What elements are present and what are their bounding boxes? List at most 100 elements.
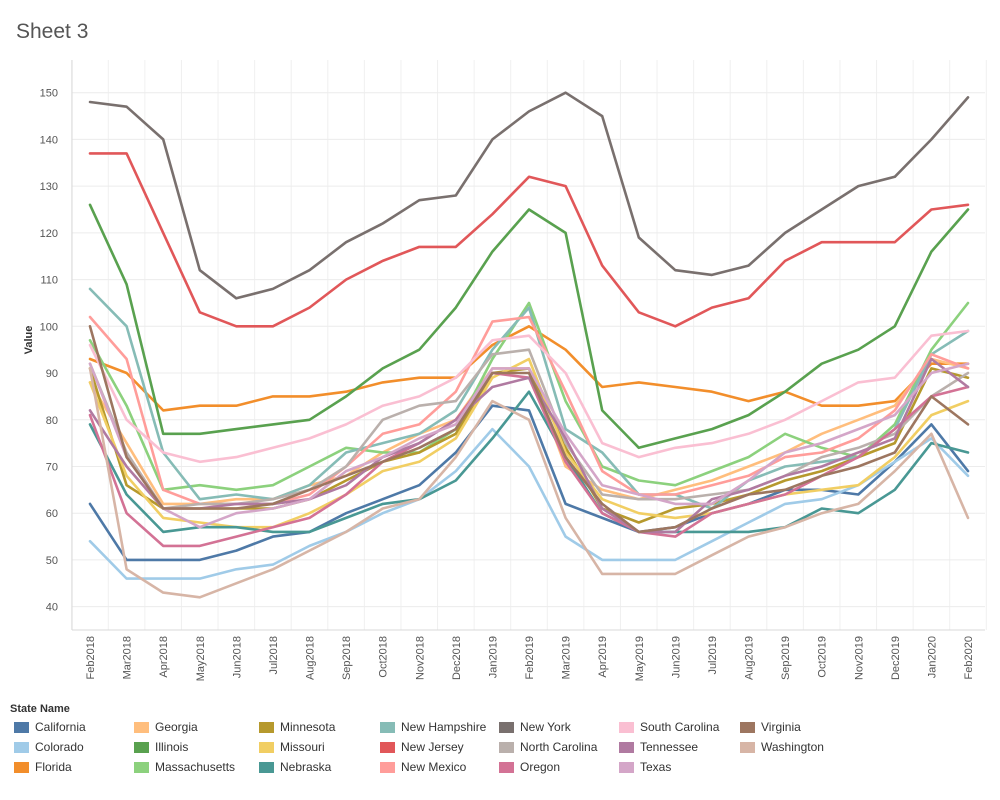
legend-item-california[interactable]: California (14, 720, 86, 734)
legend-swatch (619, 761, 634, 773)
series-line-new-jersey (88, 152, 970, 328)
x-tick-label: Jul2019 (707, 636, 719, 675)
series-line-massachusetts (88, 301, 970, 492)
legend-label: New Hampshire (401, 720, 487, 734)
legend-item-massachusetts[interactable]: Massachusetts (134, 760, 235, 774)
legend-label: Virginia (761, 720, 801, 734)
series-line-south-carolina (88, 329, 970, 464)
series-line-florida (88, 324, 970, 412)
x-tick-label: Jul2018 (268, 636, 280, 675)
series-line-colorado (88, 427, 970, 580)
y-tick-label: 70 (46, 461, 58, 473)
legend-item-texas[interactable]: Texas (619, 760, 671, 774)
y-tick-label: 40 (46, 602, 58, 614)
legend-swatch (499, 761, 514, 773)
legend-item-georgia[interactable]: Georgia (134, 720, 198, 734)
x-tick-label: Mar2018 (122, 636, 134, 679)
legend-swatch (499, 721, 514, 733)
x-tick-label: Feb2018 (85, 636, 97, 679)
series-line-new-york (88, 91, 970, 300)
series-line-nebraska (88, 390, 970, 534)
series-line-new-hampshire (88, 287, 970, 510)
legend-item-oregon[interactable]: Oregon (499, 760, 560, 774)
x-tick-label: Apr2019 (597, 636, 609, 678)
x-tick-label: Jun2018 (231, 636, 243, 678)
y-tick-label: 100 (40, 321, 58, 333)
legend-item-colorado[interactable]: Colorado (14, 740, 84, 754)
legend-item-new-jersey[interactable]: New Jersey (380, 740, 464, 754)
x-tick-label: Sep2018 (341, 636, 353, 680)
y-tick-label: 130 (40, 181, 58, 193)
legend-item-washington[interactable]: Washington (740, 740, 824, 754)
legend-swatch (134, 761, 149, 773)
legend-label: Washington (761, 740, 824, 754)
x-tick-label: Jan2020 (926, 636, 938, 678)
x-tick-label: May2019 (634, 636, 646, 681)
legend-swatch (259, 721, 274, 733)
x-tick-label: Oct2018 (378, 636, 390, 678)
legend-item-north-carolina[interactable]: North Carolina (499, 740, 597, 754)
y-tick-label: 50 (46, 555, 58, 567)
legend-swatch (740, 721, 755, 733)
legend-swatch (14, 721, 29, 733)
y-axis: 40 50 60 70 80 90 100 110 120 130 140 150 (40, 60, 73, 630)
x-tick-label: Aug2019 (744, 636, 756, 680)
y-tick-label: 120 (40, 228, 58, 240)
legend-label: Massachusetts (155, 760, 236, 774)
series-line-texas (88, 362, 970, 529)
legend-item-virginia[interactable]: Virginia (740, 720, 801, 734)
legend-swatch (619, 741, 634, 753)
y-tick-label: 90 (46, 368, 58, 380)
y-tick-label: 80 (46, 415, 58, 427)
x-tick-label: Jan2019 (487, 636, 499, 678)
x-tick-label: Nov2019 (853, 636, 865, 680)
x-tick-label: Feb2020 (963, 636, 975, 679)
legend-item-tennessee[interactable]: Tennessee (619, 740, 698, 754)
legend-label: North Carolina (520, 740, 598, 754)
legend-swatch (499, 741, 514, 753)
legend-label: Colorado (35, 740, 84, 754)
x-tick-label: Jun2019 (670, 636, 682, 678)
legend-swatch (380, 761, 395, 773)
y-tick-label: 150 (40, 88, 58, 100)
x-tick-label: Apr2018 (158, 636, 170, 678)
legend-item-florida[interactable]: Florida (14, 760, 72, 774)
legend-swatch (619, 721, 634, 733)
legend-item-missouri[interactable]: Missouri (259, 740, 325, 754)
legend-item-nebraska[interactable]: Nebraska (259, 760, 331, 774)
series-line-illinois (88, 203, 970, 450)
legend-item-new-york[interactable]: New York (499, 720, 571, 734)
x-tick-label: Mar2019 (561, 636, 573, 679)
x-tick-label: Dec2019 (890, 636, 902, 680)
x-tick-label: Dec2018 (451, 636, 463, 680)
legend-label: Minnesota (280, 720, 336, 734)
legend-swatch (380, 741, 395, 753)
legend-label: New Mexico (401, 760, 467, 774)
legend-label: Tennessee (640, 740, 699, 754)
legend-label: California (35, 720, 86, 734)
x-tick-label: Oct2019 (817, 636, 829, 678)
legend-swatch (14, 761, 29, 773)
series-line-washington (88, 367, 970, 599)
x-tick-label: May2018 (195, 636, 207, 681)
y-tick-label: 140 (40, 134, 58, 146)
x-axis: Feb2018 Mar2018 Apr2018 May2018 Jun2018 Jul20… (72, 629, 985, 681)
legend-swatch (134, 721, 149, 733)
gridlines (71, 60, 987, 630)
legend-item-illinois[interactable]: Illinois (134, 740, 188, 754)
legend-swatch (14, 741, 29, 753)
legend-label: South Carolina (640, 720, 720, 734)
series-lines (88, 91, 970, 599)
x-tick-label: Aug2018 (305, 636, 317, 680)
legend-label: Florida (35, 760, 72, 774)
legend-swatch (134, 741, 149, 753)
x-tick-label: Feb2019 (524, 636, 536, 679)
legend-item-new-hampshire[interactable]: New Hampshire (380, 720, 486, 734)
legend-label: New York (520, 720, 571, 734)
legend-label: Texas (640, 760, 672, 774)
x-tick-label: Nov2018 (414, 636, 426, 680)
legend-item-south-carolina[interactable]: South Carolina (619, 720, 719, 734)
series-line-virginia (88, 324, 970, 534)
legend-item-new-mexico[interactable]: New Mexico (380, 760, 466, 774)
legend-item-minnesota[interactable]: Minnesota (259, 720, 335, 734)
